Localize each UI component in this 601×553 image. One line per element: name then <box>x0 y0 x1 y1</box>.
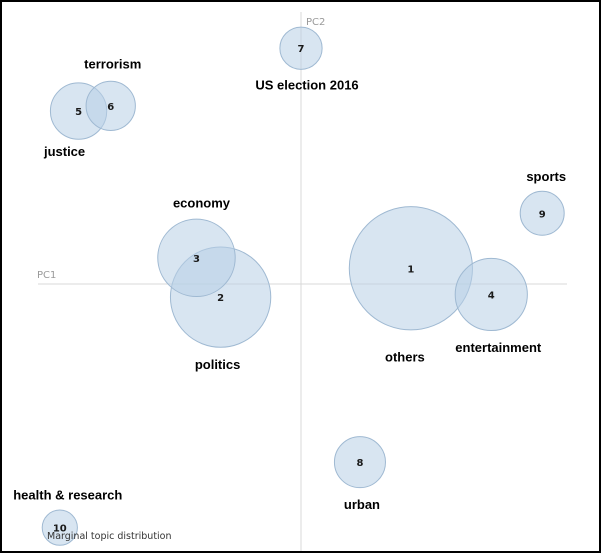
topic-number-3: 3 <box>193 254 200 265</box>
topic-bubble-6[interactable] <box>85 80 136 131</box>
topic-number-1: 1 <box>407 264 414 275</box>
bubbles-group: 1 2 3 4 5 6 7 8 9 10 <box>41 26 565 546</box>
topic-number-2: 2 <box>217 293 224 304</box>
topic-bubble-7[interactable] <box>279 26 323 70</box>
marginal-distribution-note: Marginal topic distribution <box>47 531 172 542</box>
topic-label-9: sports <box>526 169 566 184</box>
topic-label-6: terrorism <box>84 56 141 71</box>
topic-number-6: 6 <box>107 102 114 113</box>
topic-number-4: 4 <box>488 290 495 301</box>
topic-label-2: politics <box>195 357 241 372</box>
topic-label-1: others <box>385 349 425 364</box>
topic-bubble-8[interactable] <box>333 436 386 489</box>
topic-number-10: 10 <box>53 524 67 535</box>
topic-label-4: entertainment <box>455 340 542 355</box>
topic-label-7: US election 2016 <box>255 78 358 93</box>
topic-number-5: 5 <box>75 107 82 118</box>
topic-label-8: urban <box>344 497 380 512</box>
topic-label-10: health & research <box>13 488 122 503</box>
pc1-axis-label: PC1 <box>37 270 56 281</box>
topic-bubble-10[interactable] <box>41 509 78 546</box>
topic-bubble-4[interactable] <box>454 257 528 332</box>
topic-number-7: 7 <box>298 44 305 55</box>
topic-bubble-9[interactable] <box>519 190 565 236</box>
labels-group: others politics economy entertainment justic… <box>13 56 566 512</box>
topic-label-5: justice <box>43 144 85 159</box>
pc2-axis-label: PC2 <box>306 17 325 28</box>
topic-bubble-3[interactable] <box>157 218 236 298</box>
topic-number-9: 9 <box>539 209 546 220</box>
topic-number-8: 8 <box>356 458 363 469</box>
topic-label-3: economy <box>173 195 231 210</box>
